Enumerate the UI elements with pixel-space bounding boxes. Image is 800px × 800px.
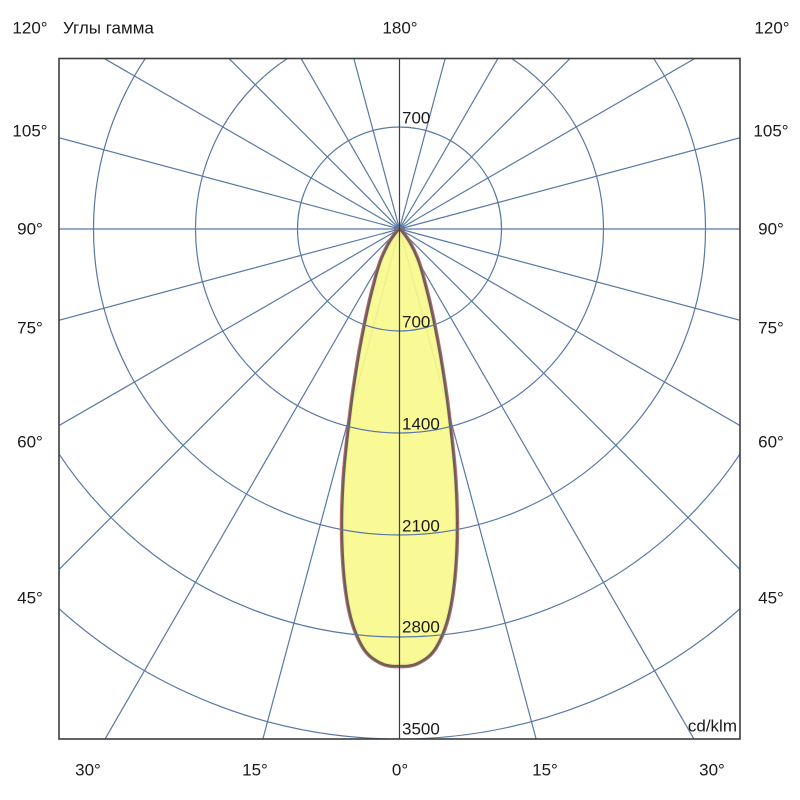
bottom-angle-label-30-right: 30° — [699, 760, 725, 780]
chart-title: Углы гамма — [63, 18, 154, 38]
right-angle-label-60: 60° — [758, 432, 784, 452]
plot-frame — [58, 57, 741, 740]
right-angle-label-45: 45° — [758, 588, 784, 608]
bottom-angle-label-15-left: 15° — [242, 760, 268, 780]
bottom-angle-label-30-left: 30° — [75, 760, 101, 780]
ring-label-1400: 1400 — [402, 414, 440, 434]
right-angle-label-75: 75° — [758, 318, 784, 338]
top-left-angle-label: 120° — [12, 18, 48, 38]
ring-label-2800: 2800 — [402, 617, 440, 637]
left-angle-label-75: 75° — [17, 318, 43, 338]
left-angle-label-60: 60° — [17, 432, 43, 452]
unit-label: cd/klm — [687, 716, 737, 736]
right-angle-label-105: 105° — [753, 121, 789, 141]
top-right-angle-label: 120° — [754, 18, 790, 38]
left-angle-label-90: 90° — [17, 219, 43, 239]
left-angle-label-45: 45° — [17, 588, 43, 608]
right-angle-label-90: 90° — [758, 219, 784, 239]
ring-label-2100: 2100 — [402, 516, 440, 536]
top-center-angle-label: 180° — [382, 18, 418, 38]
ring-label-3500: 3500 — [402, 719, 440, 739]
ring-label-700-upper: 700 — [402, 108, 431, 128]
left-angle-label-105: 105° — [12, 121, 48, 141]
ring-label-700: 700 — [402, 312, 431, 332]
bottom-angle-label-0: 0° — [391, 760, 409, 780]
bottom-angle-label-15-right: 15° — [532, 760, 558, 780]
